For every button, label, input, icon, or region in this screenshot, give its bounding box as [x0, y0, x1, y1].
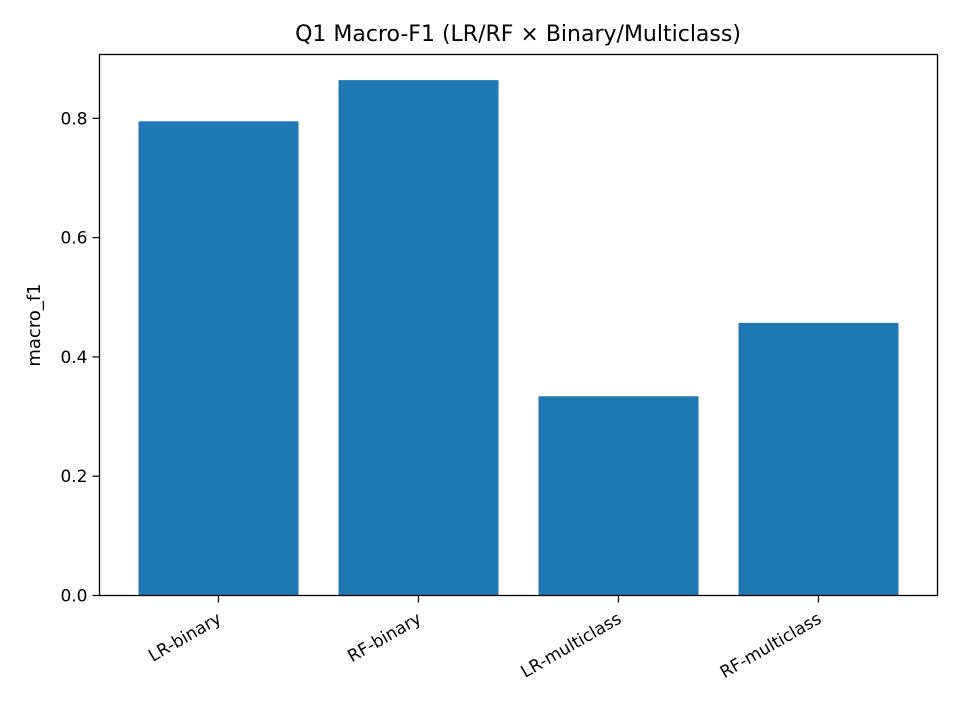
bar-rf-binary	[338, 80, 499, 596]
bar-lr-multiclass	[538, 396, 699, 596]
bar-rf-multiclass	[738, 322, 899, 596]
x-tick-label: LR-multiclass	[518, 609, 625, 683]
y-tick-label: 0.0	[60, 587, 87, 607]
x-tick-label: RF-binary	[344, 609, 425, 667]
y-axis-label: macro_f1	[24, 283, 45, 366]
x-tick-label: RF-multiclass	[717, 609, 825, 683]
plot-frame	[98, 53, 939, 597]
y-tick-label: 0.2	[60, 467, 87, 487]
y-axis-ticks: 0.0 0.2 0.4 0.6 0.8	[60, 109, 100, 607]
x-axis-ticks: LR-binary RF-binary LR-multiclass RF-multic…	[145, 595, 825, 683]
y-tick-label: 0.6	[60, 229, 87, 249]
bar-lr-binary	[138, 121, 299, 596]
bars-layer	[138, 80, 899, 596]
y-tick-label: 0.8	[60, 109, 87, 129]
y-tick-label: 0.4	[60, 348, 87, 368]
chart-title: Q1 Macro-F1 (LR/RF × Binary/Multiclass)	[295, 22, 741, 47]
x-tick-label: LR-binary	[145, 609, 225, 667]
